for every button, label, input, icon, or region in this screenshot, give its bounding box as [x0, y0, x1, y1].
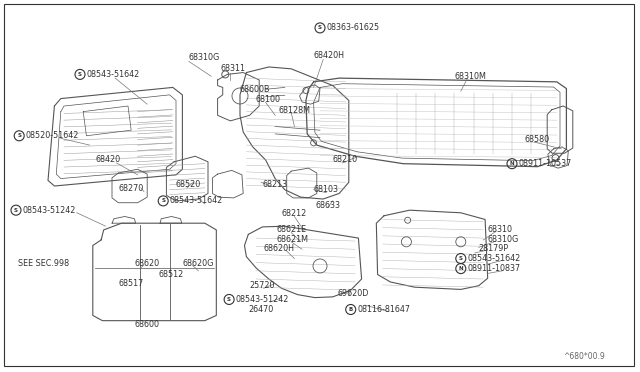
Text: 68621E: 68621E	[276, 225, 307, 234]
Text: 68310: 68310	[488, 225, 513, 234]
Text: 28179P: 28179P	[479, 244, 509, 253]
Text: S: S	[14, 208, 18, 213]
Text: 68620: 68620	[134, 259, 159, 268]
Text: 68600: 68600	[134, 320, 159, 329]
Text: 68520: 68520	[176, 180, 201, 189]
Text: S: S	[78, 72, 82, 77]
Text: B: B	[349, 307, 353, 312]
Text: 68420: 68420	[96, 155, 121, 164]
Text: 08116-81647: 08116-81647	[357, 305, 410, 314]
Text: 68310M: 68310M	[454, 72, 486, 81]
Text: 69620D: 69620D	[337, 289, 369, 298]
Text: S: S	[318, 25, 322, 31]
Text: S: S	[459, 256, 463, 261]
Text: SEE SEC.998: SEE SEC.998	[18, 259, 69, 268]
Text: N: N	[509, 161, 515, 166]
Text: 08543-51642: 08543-51642	[170, 196, 223, 205]
Text: 26470: 26470	[248, 305, 273, 314]
Text: 68310G: 68310G	[488, 235, 519, 244]
Text: 08520-51642: 08520-51642	[26, 131, 79, 140]
Text: 68512: 68512	[159, 270, 184, 279]
Text: S: S	[17, 133, 21, 138]
Text: 68128M: 68128M	[278, 106, 310, 115]
Text: S: S	[227, 297, 231, 302]
Text: 68517: 68517	[118, 279, 143, 288]
Text: 68311: 68311	[221, 64, 246, 73]
Text: 08911-10537: 08911-10537	[518, 159, 572, 168]
Text: N: N	[458, 266, 463, 271]
Text: 08543-51642: 08543-51642	[467, 254, 520, 263]
Text: 68103: 68103	[314, 185, 339, 194]
Text: 25720: 25720	[250, 281, 275, 290]
Text: 08543-51242: 08543-51242	[22, 206, 76, 215]
Text: 68420H: 68420H	[314, 51, 344, 60]
Text: 08543-51642: 08543-51642	[86, 70, 140, 79]
Text: 68213: 68213	[262, 180, 287, 189]
Text: 68270: 68270	[118, 185, 143, 193]
Text: 08363-61625: 08363-61625	[326, 23, 380, 32]
Text: 68210: 68210	[333, 155, 358, 164]
Text: 68621M: 68621M	[276, 235, 308, 244]
Text: ^680*00.9: ^680*00.9	[563, 352, 605, 361]
Text: S: S	[161, 198, 165, 203]
Text: 68580: 68580	[525, 135, 550, 144]
Text: 68212: 68212	[282, 209, 307, 218]
Text: 68620G: 68620G	[182, 259, 214, 268]
Text: 68600B: 68600B	[240, 85, 271, 94]
Text: 68633: 68633	[316, 201, 340, 210]
Text: 68620H: 68620H	[264, 244, 294, 253]
Text: 68310G: 68310G	[189, 53, 220, 62]
Text: 08543-51242: 08543-51242	[236, 295, 289, 304]
Text: 68100: 68100	[256, 95, 281, 104]
Text: 08911-10837: 08911-10837	[467, 264, 520, 273]
